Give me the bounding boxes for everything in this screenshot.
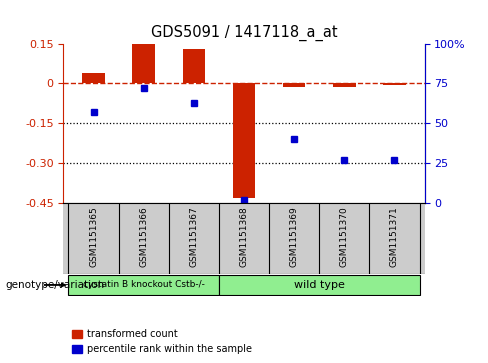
Bar <box>68 275 219 295</box>
Text: cystatin B knockout Cstb-/-: cystatin B knockout Cstb-/- <box>83 281 204 289</box>
Text: GSM1151369: GSM1151369 <box>290 206 299 267</box>
Title: GDS5091 / 1417118_a_at: GDS5091 / 1417118_a_at <box>151 25 337 41</box>
Bar <box>333 83 356 87</box>
Bar <box>233 83 255 198</box>
Text: GSM1151366: GSM1151366 <box>139 206 148 267</box>
Bar <box>219 275 420 295</box>
Text: genotype/variation: genotype/variation <box>5 280 104 290</box>
Text: GSM1151371: GSM1151371 <box>390 206 399 267</box>
Bar <box>132 42 155 83</box>
Bar <box>283 83 305 87</box>
Bar <box>383 83 406 85</box>
Bar <box>82 73 105 83</box>
Text: wild type: wild type <box>294 280 345 290</box>
Legend: transformed count, percentile rank within the sample: transformed count, percentile rank withi… <box>68 326 256 358</box>
Text: GSM1151365: GSM1151365 <box>89 206 98 267</box>
Bar <box>183 49 205 83</box>
Text: GSM1151367: GSM1151367 <box>189 206 198 267</box>
Text: GSM1151368: GSM1151368 <box>240 206 248 267</box>
Text: GSM1151370: GSM1151370 <box>340 206 349 267</box>
